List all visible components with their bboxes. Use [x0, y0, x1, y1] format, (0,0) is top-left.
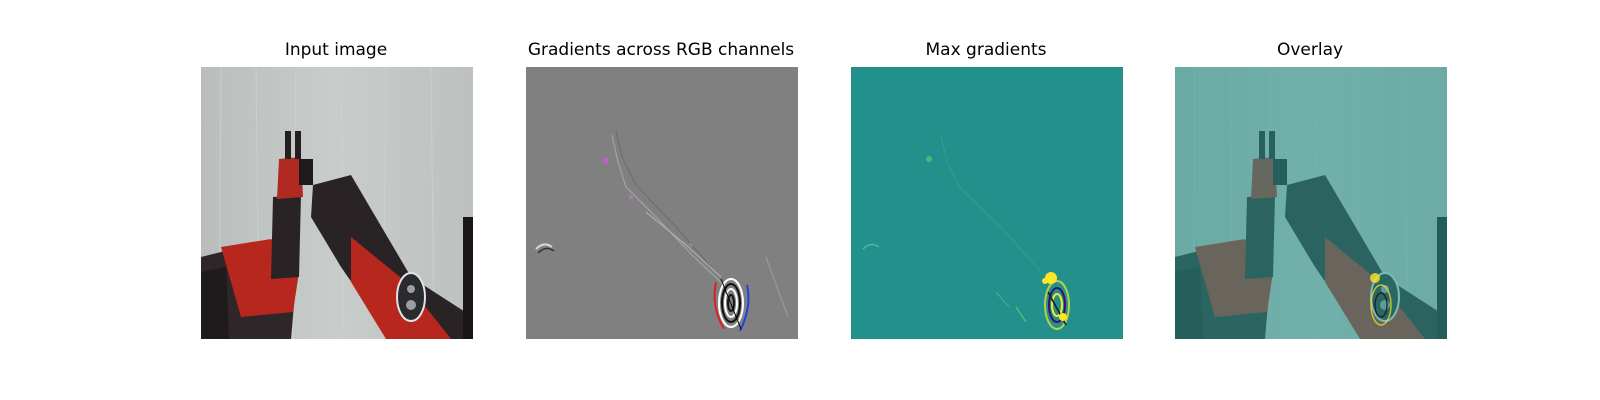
panel-title-overlay: Overlay: [1276, 40, 1344, 60]
panel-title-input-image: Input image: [284, 40, 388, 60]
panel-title-gradients-rgb: Gradients across RGB channels: [527, 40, 795, 60]
max-gradients-image: [851, 67, 1123, 339]
panel-title-max-gradients: Max gradients: [925, 40, 1047, 60]
overlay-image: [1175, 67, 1447, 339]
gradients-rgb-image: [526, 67, 798, 339]
input-image: [201, 67, 473, 339]
